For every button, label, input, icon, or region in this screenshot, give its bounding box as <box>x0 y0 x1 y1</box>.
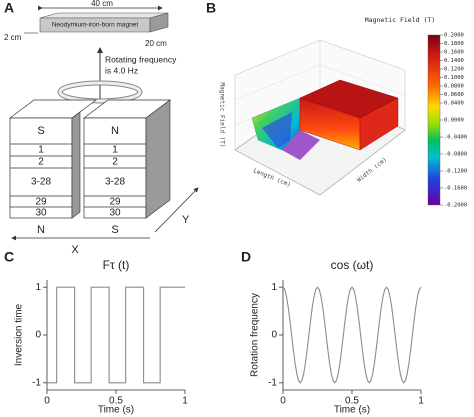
colorbar-tick-label: 0.2000 <box>444 33 464 39</box>
x-tick-label: 0.5 <box>345 396 359 407</box>
pole-label: S <box>37 125 44 137</box>
y-axis-label: Inversion time <box>14 303 25 366</box>
chart-title: cos (ωt) <box>331 258 374 272</box>
layer-label: 1 <box>112 145 118 156</box>
colorbar-tick-label: 0.1600 <box>444 50 464 56</box>
layer-label: 2 <box>38 157 44 168</box>
rotation-text: Rotating frequency <box>105 54 177 64</box>
pole-label: N <box>111 125 119 137</box>
layer-label: 30 <box>35 208 47 219</box>
x-axis-label: Time (s) <box>98 405 134 416</box>
stack-top <box>8 99 98 119</box>
colorbar-tick-label: 0.1200 <box>444 67 464 73</box>
panel-label: A <box>4 0 14 16</box>
colorbar-tick-label: -0.2000 <box>444 203 467 209</box>
panel-label: C <box>4 249 14 265</box>
panel-label: B <box>206 0 216 16</box>
panel-a: A 40 cm Neodymium-iron-born magnet 2 cm … <box>4 0 199 256</box>
stack-side <box>145 99 171 219</box>
layer-label: 29 <box>109 197 121 208</box>
panel-label: D <box>241 249 251 265</box>
y-tick-label: -1 <box>268 377 277 388</box>
colorbar-tick-label: 0.0600 <box>444 92 464 98</box>
line <box>282 286 422 384</box>
colorbar-tick-label: 0.1000 <box>444 75 464 81</box>
magnet-side <box>149 12 169 33</box>
axis-label: X <box>71 244 79 256</box>
pole-label: S <box>111 224 118 236</box>
colorbar-tick-label: 0.0400 <box>444 101 464 107</box>
chart-title: Fτ (t) <box>103 258 130 272</box>
dimension-label: 40 cm <box>91 0 113 8</box>
colorbar-tick-label: 0.1400 <box>444 58 464 64</box>
colorbar-tick-label: 0.0800 <box>444 84 464 90</box>
axis-label: Y <box>182 214 190 226</box>
colorbar-tick-label: 0.1800 <box>444 41 464 47</box>
colorbar <box>427 34 441 206</box>
x-tick-label: 1 <box>418 396 424 407</box>
layer-label: 30 <box>109 208 121 219</box>
surface <box>282 130 320 160</box>
colorbar-tick-label: -0.1200 <box>444 169 467 175</box>
magnet-name: Neodymium-iron-born magnet <box>52 22 139 29</box>
y-axis-label: Rotation frequency <box>250 293 261 377</box>
layer-label: 1 <box>38 145 44 156</box>
line <box>47 286 185 384</box>
colorbar-tick-label: -0.1600 <box>444 186 467 192</box>
y-tick-label: 1 <box>271 282 277 293</box>
colorbar-title: Magnetic Field (T) <box>365 16 435 24</box>
rotation-ring <box>58 81 142 103</box>
x-tick-label: 0.5 <box>109 396 123 407</box>
y-tick-label: 0 <box>271 330 277 341</box>
grid-line <box>234 64 321 101</box>
x-axis-label: Time (s) <box>334 405 370 416</box>
x-tick-label: 0 <box>280 396 286 407</box>
dimension-label: 20 cm <box>145 39 167 48</box>
pole-label: N <box>37 224 45 236</box>
stack-side <box>71 111 81 219</box>
dimension-label: 2 cm <box>4 33 22 42</box>
z-axis-label: Magnetic Field (T) <box>219 82 226 147</box>
layer-label: 29 <box>35 197 47 208</box>
y-tick-label: 1 <box>35 282 41 293</box>
right-stack: N 1 2 3-28 29 30 S <box>82 99 172 236</box>
y-arrow <box>154 187 199 233</box>
rotation-text: is 4.0 Hz <box>105 65 138 75</box>
magnet-top <box>39 12 169 19</box>
surface <box>262 112 292 148</box>
colorbar-tick-label: 0.0000 <box>444 118 464 124</box>
layer-label: 3-28 <box>31 177 51 188</box>
panel-b: B Magnetic Field (T) Length (cm) Width (… <box>206 0 441 206</box>
y-tick-label: -1 <box>32 377 41 388</box>
grid-line <box>319 64 406 96</box>
y-tick-label: 0 <box>35 330 41 341</box>
colorbar-tick-label: -0.0400 <box>444 135 467 141</box>
layer-label: 2 <box>112 157 118 168</box>
x-tick-label: 0 <box>44 396 50 407</box>
left-stack: S 1 2 3-28 29 30 N <box>8 99 98 236</box>
x-tick-label: 1 <box>182 396 188 407</box>
layer-label: 3-28 <box>105 177 125 188</box>
colorbar-tick-label: -0.0800 <box>444 152 467 158</box>
surface <box>359 97 399 151</box>
